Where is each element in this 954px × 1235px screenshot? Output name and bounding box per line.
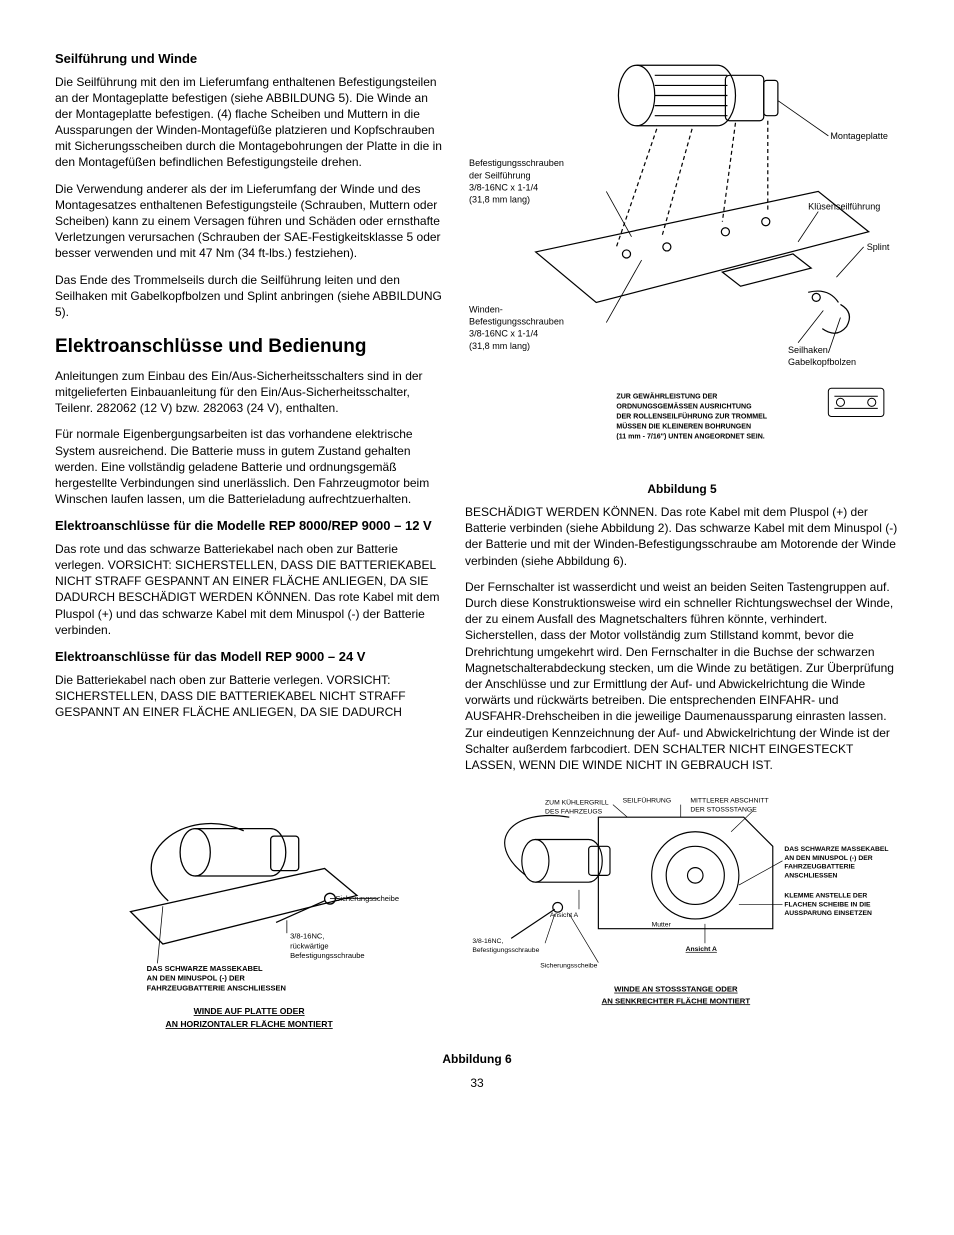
- figure-6-right-svg: ZUM KÜHLERGRILL DES FAHRZEUGS SEILFÜHRUN…: [453, 793, 899, 1016]
- lbl-n4: MÜSSEN DIE KLEINEREN BOHRUNGEN: [616, 422, 751, 431]
- f6r-aA2: Ansicht A: [686, 946, 717, 953]
- lbl-n5: (11 mm - 7/16") UNTEN ANGEORDNET SEIN.: [616, 434, 764, 441]
- f6r-m4: ANSCHLIESSEN: [785, 872, 838, 879]
- figure-6-left-svg: Sicherungsscheibe 3/8-16NC, rückwärtige …: [55, 793, 443, 1041]
- lbl-n2: ORDNUNGSGEMÄSSEN AUSRICHTUNG: [616, 402, 752, 410]
- lbl-w1: Winden-: [469, 305, 503, 315]
- para-7: Die Batteriekabel nach oben zur Batterie…: [55, 672, 445, 721]
- f6r-title2: AN SENKRECHTER FLÄCHE MONTIERT: [602, 996, 751, 1005]
- f6r-m2: AN DEN MINUSPOL (-) DER: [785, 855, 873, 862]
- lbl-n3: DER ROLLENSEILFÜHRUNG ZUR TROMMEL: [616, 411, 767, 420]
- f6r-m1: DAS SCHWARZE MASSEKABEL: [785, 846, 889, 853]
- lbl-bef1: Befestigungsschrauben: [469, 158, 564, 168]
- f6r-mit2: DER STOSSSTANGE: [691, 806, 758, 813]
- f6l-title1: WINDE AUF PLATTE ODER: [194, 1006, 306, 1016]
- f6l-m2: AN DEN MINUSPOL (-) DER: [147, 974, 246, 983]
- f6r-zum2: DES FAHRZEUGS: [545, 808, 603, 815]
- f6l-m3: FAHRZEUGBATTERIE ANSCHLIESSEN: [147, 983, 286, 992]
- f6r-m3: FAHRZEUGBATTERIE: [785, 864, 856, 871]
- lbl-seilhaken: Seilhaken: [788, 345, 828, 355]
- lbl-splint: Splint: [867, 242, 890, 252]
- left-text-column: Seilführung und Winde Die Seilführung mi…: [55, 40, 445, 783]
- para-2: Die Verwendung anderer als der im Liefer…: [55, 181, 445, 262]
- f6l-m1: DAS SCHWARZE MASSEKABEL: [147, 964, 263, 973]
- f6r-k2: FLACHEN SCHEIBE IN DIE: [785, 901, 872, 908]
- figure-6-right: ZUM KÜHLERGRILL DES FAHRZEUGS SEILFÜHRUN…: [453, 793, 899, 1045]
- page: Seilführung und Winde Die Seilführung mi…: [55, 40, 899, 1092]
- lbl-w4: (31,8 mm lang): [469, 341, 530, 351]
- lbl-w3: 3/8-16NC x 1-1/4: [469, 329, 538, 339]
- lbl-w2: Befestigungsschrauben: [469, 317, 564, 327]
- figure-5-caption: Abbildung 5: [465, 483, 899, 496]
- para-3: Das Ende des Trommelseils durch die Seil…: [55, 272, 445, 321]
- f6l-sich: Sicherungsscheibe: [335, 894, 399, 903]
- f6r-t2: Befestigungsschraube: [473, 947, 540, 954]
- f6r-sich: Sicherungsscheibe: [540, 963, 597, 970]
- lbl-klusen: Klüsenseilführung: [808, 202, 880, 212]
- f6r-k1: KLEMME ANSTELLE DER: [785, 893, 868, 900]
- heading-elektro: Elektroanschlüsse und Bedienung: [55, 334, 445, 360]
- f6r-zum1: ZUM KÜHLERGRILL: [545, 799, 609, 807]
- para-5: Für normale Eigenbergungsarbeiten ist da…: [55, 426, 445, 507]
- lbl-bef2: der Seilführung: [469, 170, 531, 180]
- f6r-mut: Mutter: [652, 922, 672, 929]
- f6l-title2: AN HORIZONTALER FLÄCHE MONTIERT: [166, 1019, 334, 1029]
- right-column: Montageplatte Befestigungsschrauben der …: [465, 40, 899, 783]
- f6r-title1: WINDE AN STOSSSTANGE ODER: [614, 985, 738, 994]
- f6r-seilf: SEILFÜHRUNG: [623, 797, 672, 805]
- para-8: BESCHÄDIGT WERDEN KÖNNEN. Das rote Kabel…: [465, 504, 899, 569]
- f6l-t2: rückwärtige: [290, 941, 329, 950]
- figure-6-caption: Abbildung 6: [55, 1051, 899, 1067]
- lbl-bef4: (31,8 mm lang): [469, 194, 530, 204]
- para-1: Die Seilführung mit den im Lieferumfang …: [55, 74, 445, 171]
- figure-6-left: Sicherungsscheibe 3/8-16NC, rückwärtige …: [55, 793, 443, 1045]
- figure-5-svg: Montageplatte Befestigungsschrauben der …: [465, 40, 899, 474]
- upper-row: Seilführung und Winde Die Seilführung mi…: [55, 40, 899, 783]
- f6r-aA1: Ansicht A: [550, 912, 579, 919]
- lbl-bef3: 3/8-16NC x 1-1/4: [469, 182, 538, 192]
- f6r-k3: AUSSPARUNG EINSETZEN: [785, 910, 873, 917]
- page-number: 33: [55, 1075, 899, 1091]
- para-6: Das rote und das schwarze Batteriekabel …: [55, 541, 445, 638]
- heading-24v: Elektroanschlüsse für das Modell REP 900…: [55, 648, 445, 666]
- lbl-n1: ZUR GEWÄHRLEISTUNG DER: [616, 392, 717, 400]
- f6r-t1: 3/8-16NC,: [473, 938, 504, 945]
- f6l-t3: Befestigungsschraube: [290, 951, 365, 960]
- lbl-gabel: Gabelkopfbolzen: [788, 357, 856, 367]
- f6l-t1: 3/8-16NC,: [290, 932, 324, 941]
- lbl-montageplatte: Montageplatte: [830, 131, 888, 141]
- para-9: Der Fernschalter ist wasserdicht und wei…: [465, 579, 899, 773]
- figure-5: Montageplatte Befestigungsschrauben der …: [465, 40, 899, 496]
- f6r-mit1: MITTLERER ABSCHNITT: [691, 798, 769, 805]
- heading-12v: Elektroanschlüsse für die Modelle REP 80…: [55, 517, 445, 535]
- heading-seilfuehrung: Seilführung und Winde: [55, 50, 445, 68]
- para-4: Anleitungen zum Einbau des Ein/Aus-Siche…: [55, 368, 445, 417]
- figure-6: Sicherungsscheibe 3/8-16NC, rückwärtige …: [55, 793, 899, 1045]
